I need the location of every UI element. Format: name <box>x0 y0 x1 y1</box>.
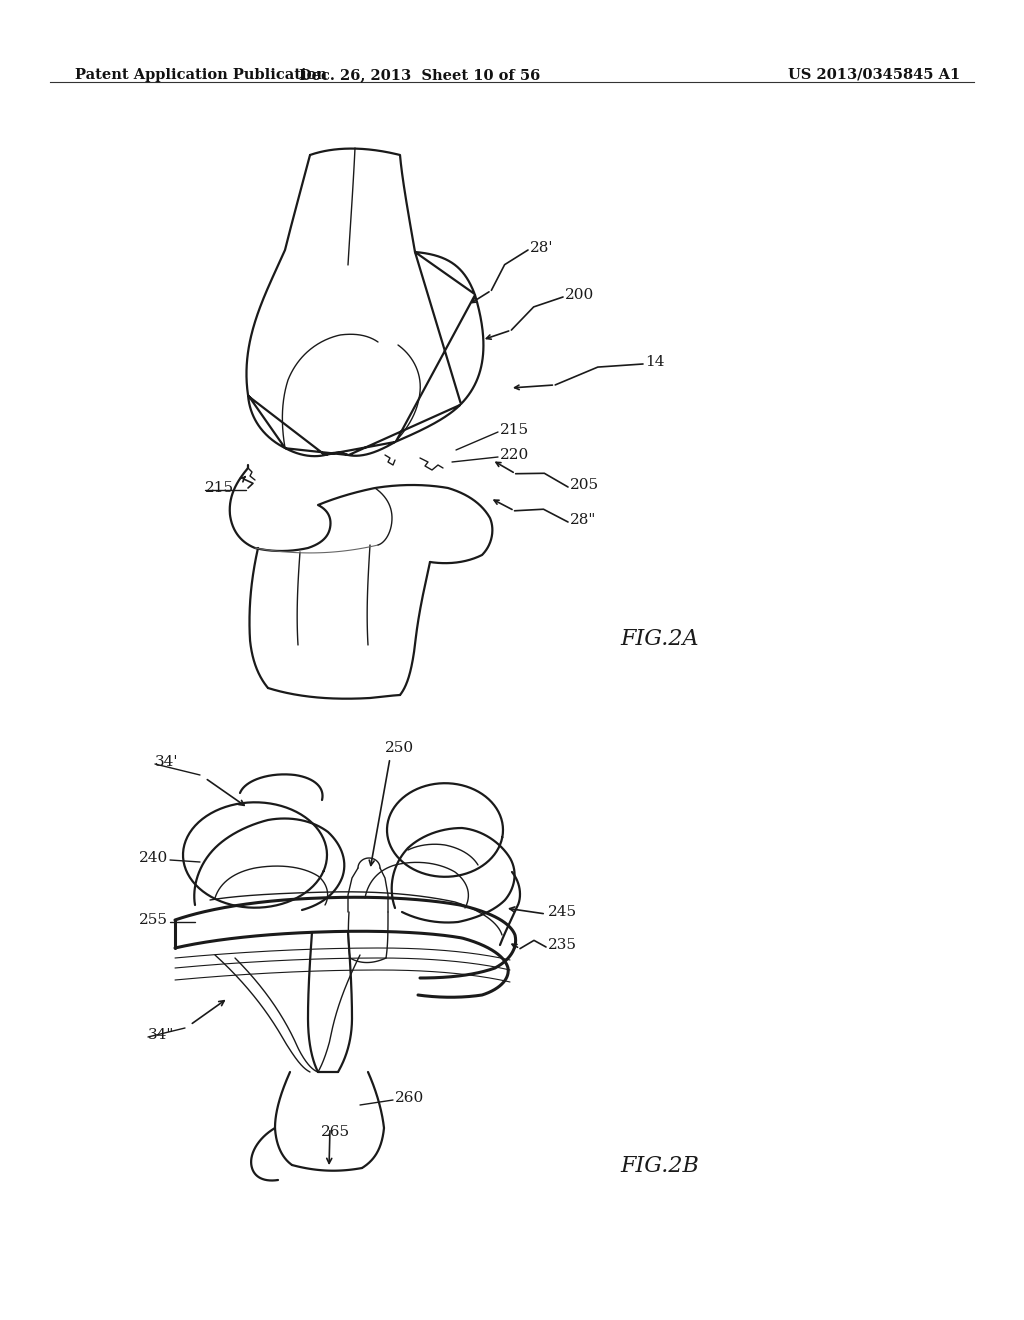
Text: 28': 28' <box>530 242 554 255</box>
Text: 220: 220 <box>500 447 529 462</box>
Text: Patent Application Publication: Patent Application Publication <box>75 69 327 82</box>
Text: 255: 255 <box>139 913 168 927</box>
Text: 200: 200 <box>565 288 594 302</box>
Text: 260: 260 <box>395 1092 424 1105</box>
Text: 28": 28" <box>570 513 596 527</box>
Text: Dec. 26, 2013  Sheet 10 of 56: Dec. 26, 2013 Sheet 10 of 56 <box>299 69 541 82</box>
Text: 245: 245 <box>548 906 578 919</box>
Text: 235: 235 <box>548 939 577 952</box>
Text: 34": 34" <box>148 1028 174 1041</box>
Text: 14: 14 <box>645 355 665 370</box>
Text: FIG.2B: FIG.2B <box>620 1155 698 1177</box>
Text: 240: 240 <box>138 851 168 865</box>
Text: 34': 34' <box>155 755 178 770</box>
Text: 265: 265 <box>321 1125 349 1139</box>
Text: 215: 215 <box>205 480 234 495</box>
Text: FIG.2A: FIG.2A <box>620 628 698 649</box>
Text: 250: 250 <box>385 741 414 755</box>
Text: US 2013/0345845 A1: US 2013/0345845 A1 <box>787 69 961 82</box>
Text: 215: 215 <box>500 422 529 437</box>
Text: 205: 205 <box>570 478 599 492</box>
